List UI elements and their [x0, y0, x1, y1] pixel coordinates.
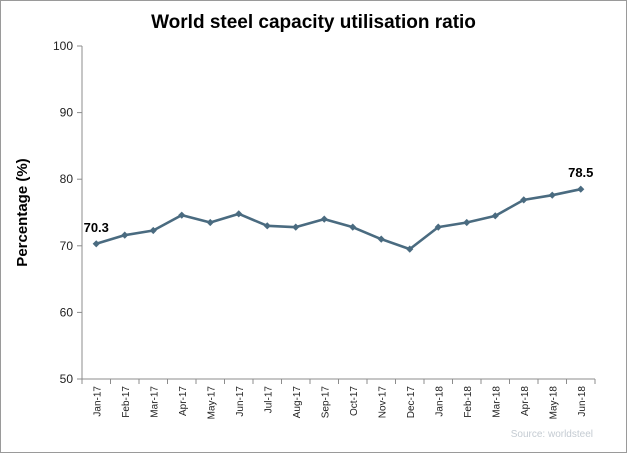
x-tick-label: May-17	[206, 386, 217, 420]
x-tick-label: Jun-17	[235, 386, 246, 417]
x-tick-label: Feb-17	[121, 386, 132, 418]
y-tick-label: 90	[60, 106, 74, 120]
data-point	[121, 231, 129, 239]
x-tick-label: Dec-17	[406, 386, 417, 419]
y-tick-label: 50	[60, 372, 74, 386]
source-note: Source: worldsteel	[510, 429, 593, 440]
data-point	[320, 215, 328, 223]
series-group	[92, 185, 585, 253]
x-tick-label: Jul-17	[263, 386, 274, 414]
x-tick-label: Oct-17	[349, 386, 360, 416]
y-tick-label: 60	[60, 305, 74, 319]
data-point	[520, 196, 528, 204]
data-point	[206, 218, 214, 227]
x-tick-label: Aug-17	[292, 386, 303, 419]
x-tick-label: Sep-17	[320, 386, 331, 419]
data-point	[548, 191, 556, 199]
data-label: 70.3	[84, 220, 109, 235]
axes	[81, 46, 595, 380]
series-line	[95, 187, 582, 251]
data-point	[349, 223, 357, 231]
data-point	[92, 240, 100, 248]
data-point	[463, 218, 471, 227]
data-point	[406, 245, 414, 253]
x-tick-label: Nov-17	[377, 386, 388, 419]
data-point	[577, 185, 585, 193]
data-labels: 70.3 78.5	[84, 165, 594, 235]
data-point	[377, 235, 385, 243]
data-point	[263, 222, 271, 230]
data-point	[149, 226, 157, 235]
x-tick-label: May-18	[548, 386, 559, 420]
x-tick-label: Mar-18	[491, 386, 502, 418]
data-point	[178, 211, 186, 219]
chart-title: World steel capacity utilisation ratio	[151, 12, 476, 33]
y-tick-label: 100	[53, 39, 73, 53]
x-tick-label: Apr-18	[520, 386, 531, 416]
data-label: 78.5	[568, 165, 593, 180]
x-tick-label: Apr-17	[178, 386, 189, 416]
x-tick-label: Jan-17	[92, 386, 103, 417]
x-tick-label: Feb-18	[463, 386, 474, 418]
x-tick-label: Jun-18	[577, 386, 588, 417]
y-axis-ticks: 50 60 70 80 90 100	[53, 39, 82, 386]
data-point	[491, 212, 499, 220]
data-point	[292, 223, 300, 231]
x-tick-label: Mar-17	[149, 386, 160, 418]
data-point	[235, 210, 243, 218]
data-point	[434, 223, 442, 231]
y-tick-label: 70	[60, 239, 74, 253]
y-axis-label: Percentage (%)	[14, 158, 31, 266]
x-axis-ticks: Jan-17 Feb-17 Mar-17 Apr-17 May-17 Jun-17 Jul-…	[81, 379, 596, 420]
y-tick-label: 80	[60, 172, 74, 186]
x-tick-label: Jan-18	[434, 386, 445, 417]
